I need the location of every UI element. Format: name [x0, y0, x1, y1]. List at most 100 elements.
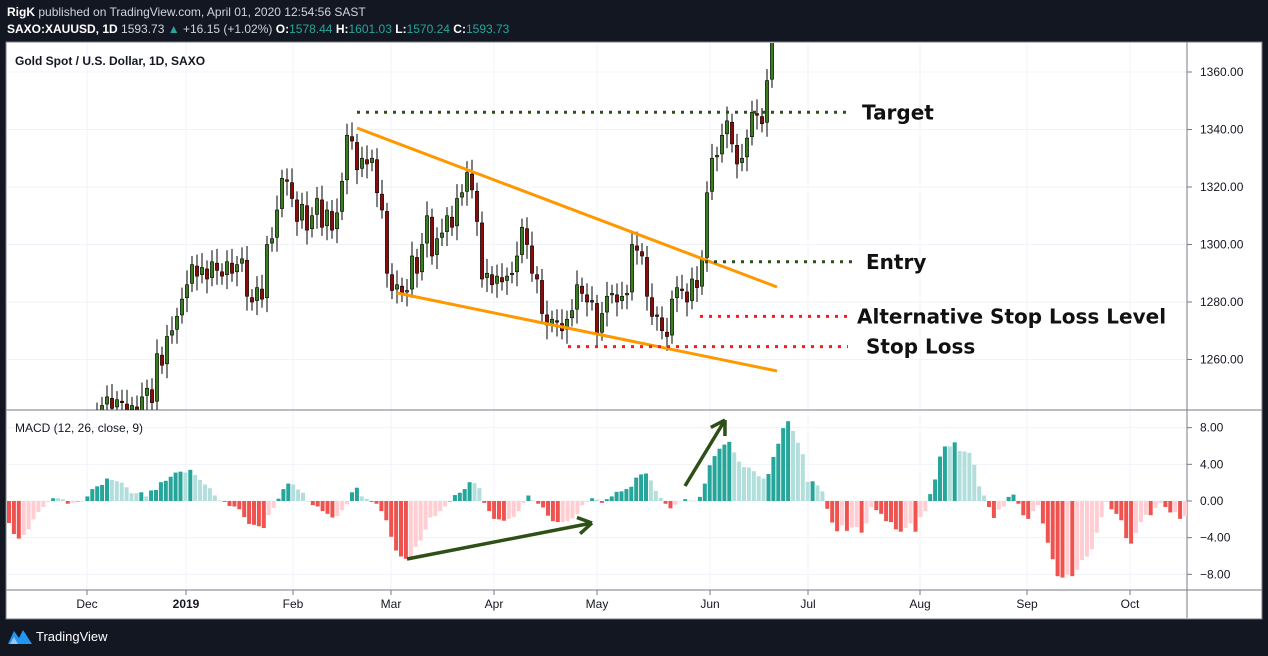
- candle-down: [695, 280, 699, 288]
- macd-bar: [448, 501, 452, 502]
- macd-bar: [389, 501, 394, 537]
- macd-bar: [1065, 501, 1070, 575]
- candle-up: [405, 290, 409, 293]
- macd-bar: [629, 486, 634, 501]
- macd-bar: [869, 501, 874, 507]
- macd-bar: [805, 481, 810, 501]
- candle-down: [650, 297, 654, 317]
- macd-bar: [712, 456, 717, 501]
- macd-bar: [727, 441, 732, 501]
- macd-bar: [550, 501, 555, 522]
- macd-bar: [546, 501, 550, 516]
- macd-tick-label: 4.00: [1200, 457, 1224, 471]
- macd-bar: [291, 484, 296, 501]
- candle-down: [250, 297, 254, 303]
- candle-down: [635, 245, 639, 251]
- price-change: +16.15 (+1.02%): [183, 22, 273, 36]
- macd-bar: [673, 501, 678, 505]
- publish-info: RigK published on TradingView.com, April…: [7, 5, 366, 19]
- macd-bar: [335, 501, 340, 517]
- macd-bar: [462, 489, 467, 501]
- macd-bar: [56, 498, 60, 501]
- macd-bar: [991, 501, 996, 518]
- macd-bar: [1114, 501, 1119, 514]
- price-tick-label: 1360.00: [1200, 65, 1244, 79]
- candle-up: [275, 209, 279, 238]
- macd-bar: [75, 501, 80, 502]
- macd-bar: [1089, 501, 1094, 550]
- macd-bar: [1031, 501, 1036, 512]
- macd-bar: [452, 495, 457, 501]
- macd-bar: [350, 492, 354, 501]
- macd-bar: [903, 501, 908, 529]
- macd-bar: [595, 499, 599, 501]
- macd-bar: [560, 501, 565, 523]
- macd-momentum-arrow[interactable]: [683, 419, 727, 487]
- macd-bar: [840, 501, 844, 526]
- candle-down: [680, 288, 684, 291]
- macd-bar: [305, 501, 310, 502]
- macd-bar: [467, 482, 472, 501]
- macd-bar: [1021, 501, 1026, 516]
- macd-bar: [394, 501, 399, 551]
- candle-down: [540, 280, 544, 314]
- macd-bar: [477, 488, 482, 501]
- macd-bar: [252, 501, 256, 525]
- macd-bar: [384, 501, 389, 521]
- macd-bar: [261, 501, 266, 529]
- candle-up: [705, 192, 709, 258]
- candle-down: [555, 320, 559, 323]
- macd-bar: [639, 474, 644, 501]
- lower-trendline[interactable]: [396, 291, 778, 373]
- macd-bar: [423, 501, 428, 530]
- macd-bar: [1119, 501, 1124, 521]
- macd-bar: [1026, 501, 1031, 519]
- tradingview-brand[interactable]: TradingView: [8, 628, 108, 644]
- macd-bar: [183, 472, 188, 501]
- high-label: H:: [335, 22, 349, 36]
- macd-bar: [354, 487, 359, 501]
- candle-down: [525, 228, 529, 245]
- candle-down: [655, 314, 659, 317]
- close-label: C:: [453, 22, 466, 36]
- candle-up: [170, 330, 174, 336]
- macd-bar: [609, 496, 614, 501]
- macd-bar: [854, 501, 859, 528]
- macd-bar: [766, 473, 771, 501]
- macd-bar: [1094, 501, 1099, 533]
- author[interactable]: RigK: [7, 5, 35, 19]
- macd-bar: [952, 442, 957, 501]
- candle-up: [185, 284, 189, 298]
- alt_stop-label: Alternative Stop Loss Level: [857, 304, 1166, 328]
- macd-bar: [276, 498, 281, 501]
- macd-divergence-arrow-head: [576, 515, 593, 525]
- close-value: 1593.73: [465, 22, 510, 36]
- macd-bar: [21, 501, 26, 535]
- macd-bar: [874, 501, 879, 511]
- candle-down: [590, 300, 594, 303]
- candle-down: [260, 288, 264, 300]
- price-tick-label: 1260.00: [1200, 353, 1244, 367]
- macd-divergence-arrow[interactable]: [406, 521, 593, 561]
- macd-bar: [737, 461, 742, 501]
- candle-down: [535, 274, 539, 280]
- candle-up: [570, 310, 574, 319]
- candle-up: [600, 313, 604, 333]
- candle-down: [475, 191, 479, 222]
- macd-bar: [222, 501, 227, 502]
- macd-bar: [536, 501, 541, 504]
- x-tick-label: Aug: [909, 597, 930, 611]
- macd-bar: [247, 501, 252, 524]
- candle-up: [240, 258, 244, 264]
- macd-bar: [1080, 501, 1085, 561]
- x-tick-label: Dec: [76, 597, 97, 611]
- macd-bar: [697, 496, 702, 501]
- macd-bar: [1143, 501, 1148, 515]
- macd-bar: [1104, 501, 1109, 502]
- macd-bar: [119, 482, 124, 501]
- macd-bar: [590, 498, 595, 501]
- macd-bar: [364, 498, 369, 501]
- macd-bar: [1163, 501, 1168, 507]
- macd-bar: [717, 448, 722, 501]
